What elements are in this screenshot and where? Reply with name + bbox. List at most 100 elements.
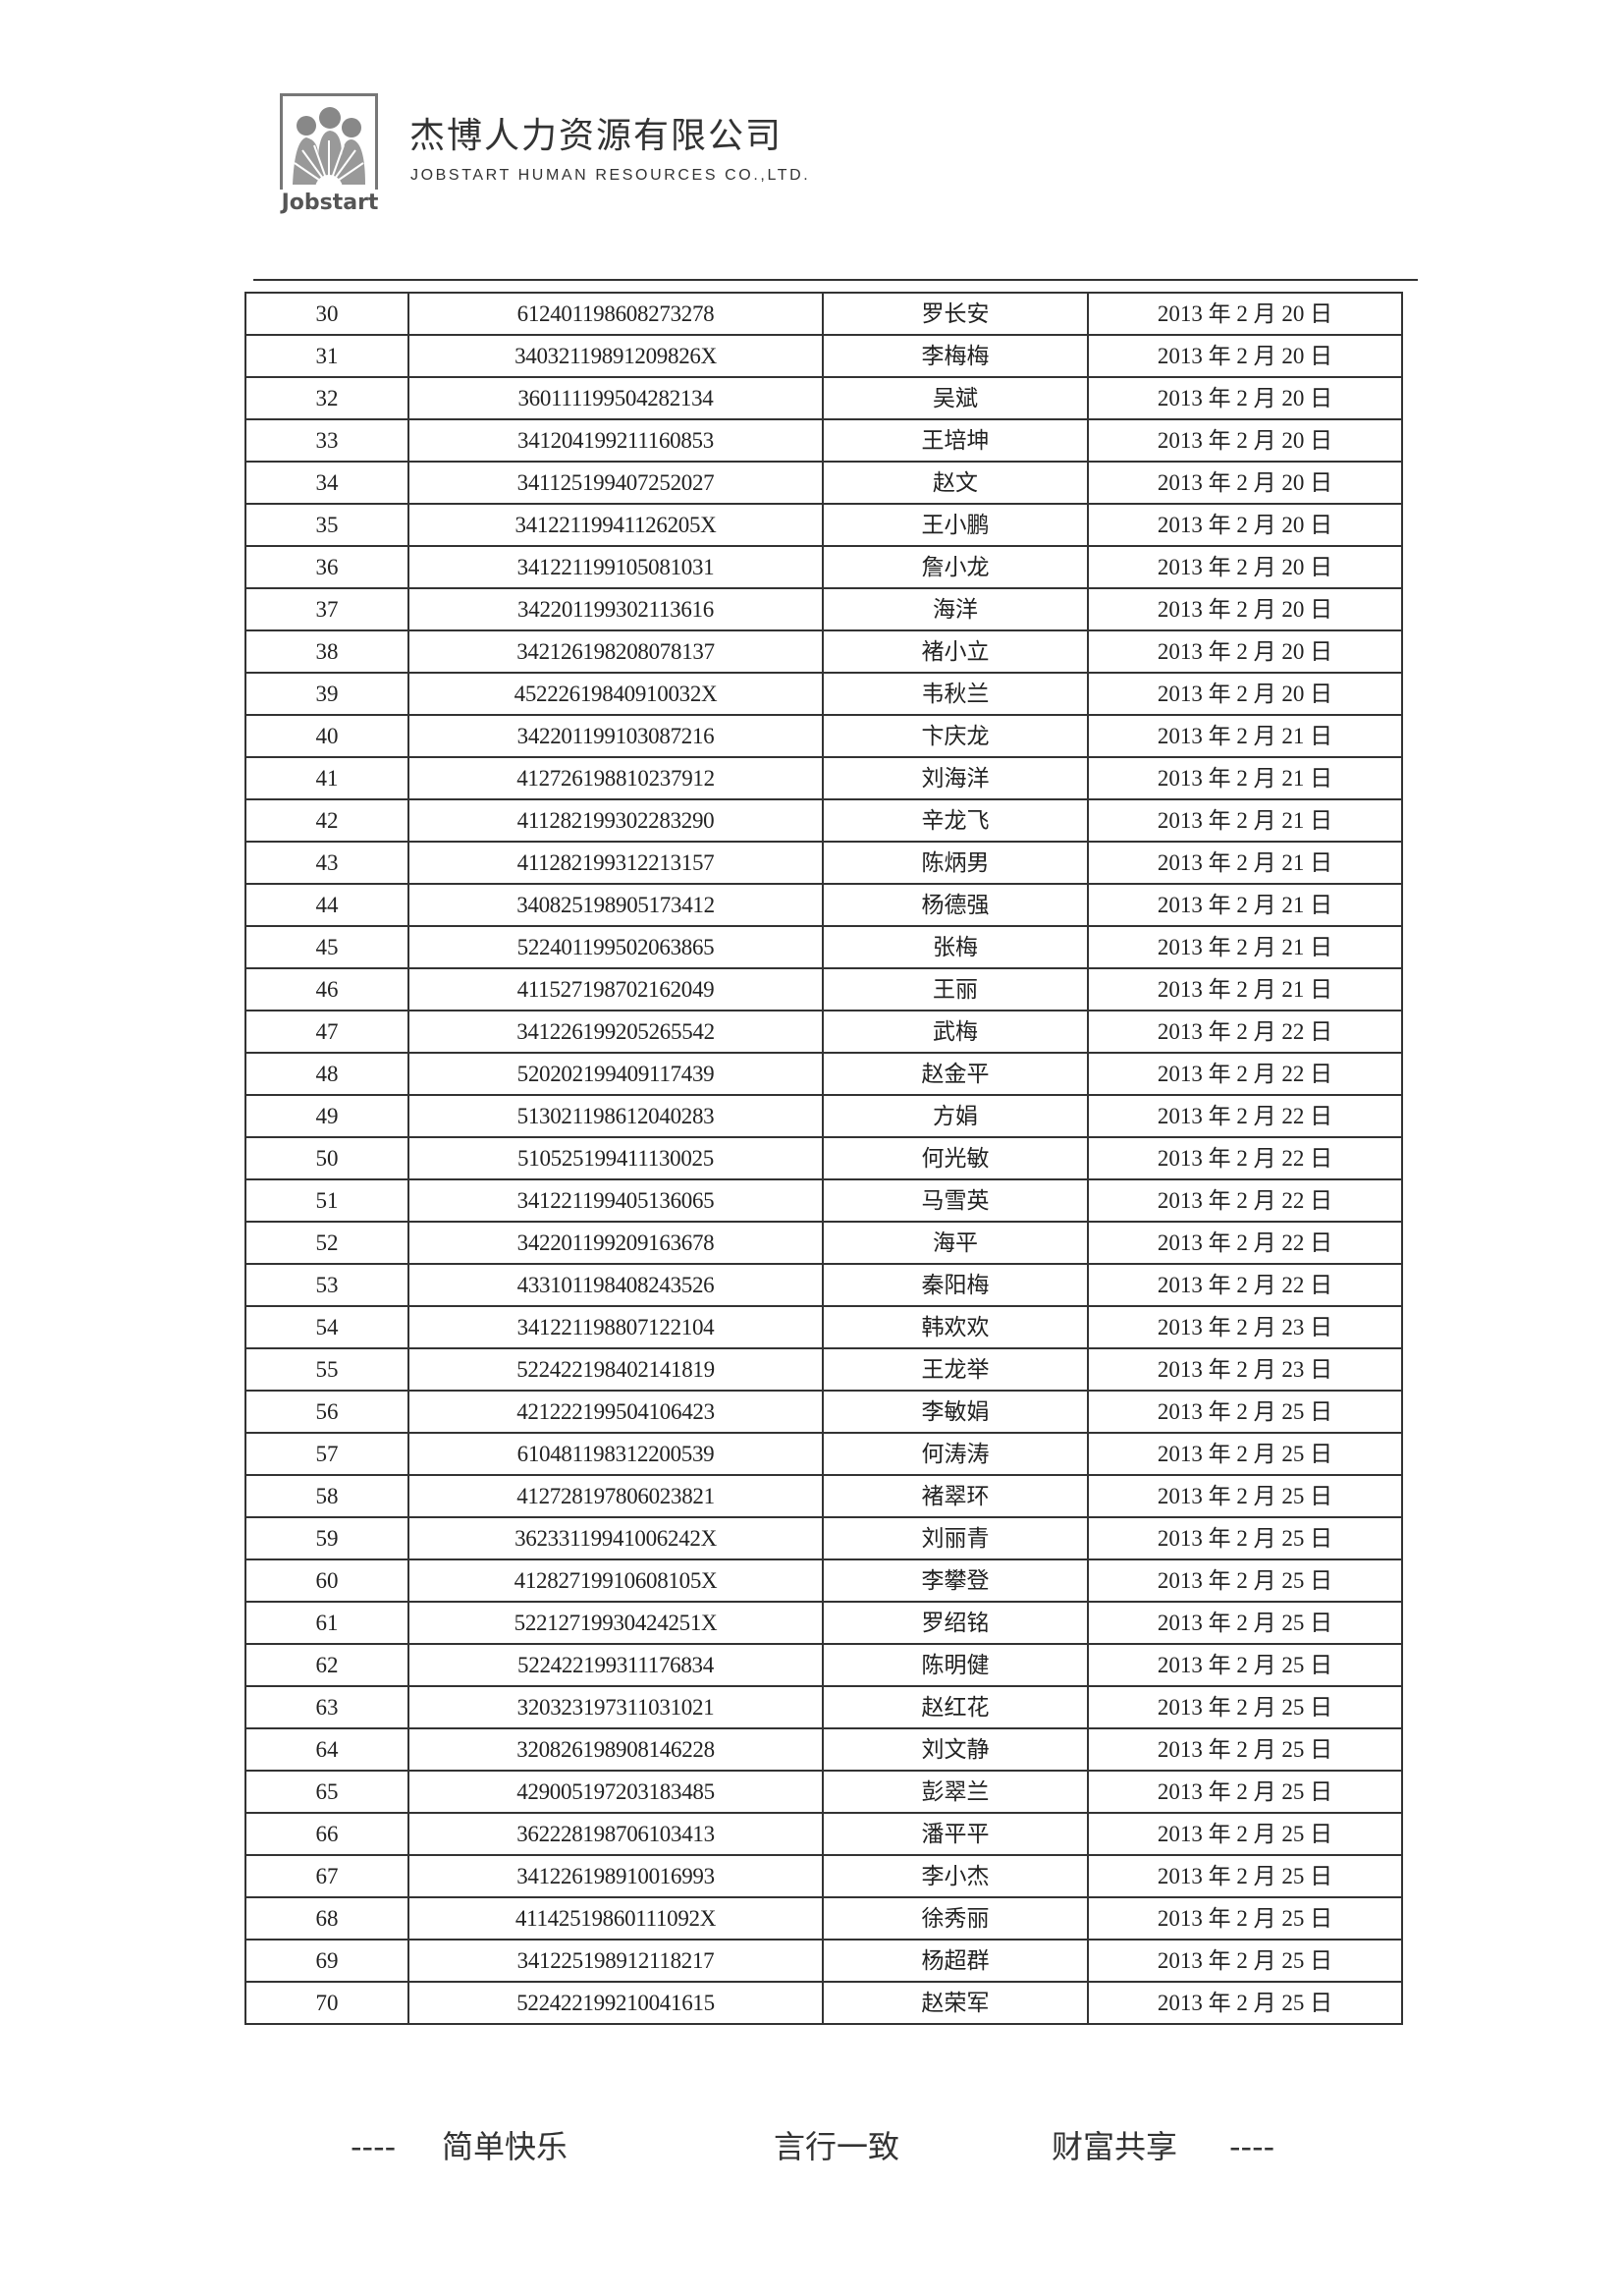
row-number-cell: 37	[244, 587, 409, 631]
id-number-cell: 34122119941126205X	[407, 503, 824, 547]
date-cell: 2013 年 2 月 25 日	[1087, 1812, 1403, 1856]
person-name-cell: 刘丽青	[822, 1516, 1089, 1560]
person-name-cell: 褚小立	[822, 629, 1089, 674]
date-cell: 2013 年 2 月 20 日	[1087, 672, 1403, 716]
person-name-cell: 陈炳男	[822, 841, 1089, 885]
person-name-cell: 辛龙飞	[822, 798, 1089, 843]
table-row: 46 411527198702162049 王丽 2013 年 2 月 21 日	[244, 967, 1403, 1011]
row-number-cell: 55	[244, 1347, 409, 1392]
date-cell: 2013 年 2 月 25 日	[1087, 1516, 1403, 1560]
person-name-cell: 韩欢欢	[822, 1305, 1089, 1349]
company-logo: Jobstart	[272, 91, 388, 219]
date-cell: 2013 年 2 月 20 日	[1087, 629, 1403, 674]
row-number-cell: 70	[244, 1981, 409, 2025]
row-number-cell: 68	[244, 1896, 409, 1941]
person-name-cell: 卞庆龙	[822, 714, 1089, 758]
date-cell: 2013 年 2 月 20 日	[1087, 376, 1403, 420]
row-number-cell: 63	[244, 1685, 409, 1729]
person-name-cell: 罗长安	[822, 292, 1089, 336]
people-sunburst-icon	[293, 107, 365, 190]
date-cell: 2013 年 2 月 21 日	[1087, 925, 1403, 969]
row-number-cell: 30	[244, 292, 409, 336]
person-name-cell: 赵金平	[822, 1052, 1089, 1096]
row-number-cell: 67	[244, 1854, 409, 1898]
row-number-cell: 66	[244, 1812, 409, 1856]
row-number-cell: 49	[244, 1094, 409, 1138]
id-number-cell: 522422198402141819	[407, 1347, 824, 1392]
row-number-cell: 42	[244, 798, 409, 843]
table-row: 57 610481198312200539 何涛涛 2013 年 2 月 25 日	[244, 1432, 1403, 1476]
person-name-cell: 徐秀丽	[822, 1896, 1089, 1941]
table-row: 58 412728197806023821 褚翠环 2013 年 2 月 25 日	[244, 1474, 1403, 1518]
logo-text: Jobstart	[281, 191, 379, 215]
id-number-cell: 341225198912118217	[407, 1939, 824, 1983]
person-name-cell: 李小杰	[822, 1854, 1089, 1898]
id-number-cell: 522422199311176834	[407, 1643, 824, 1687]
person-name-cell: 陈明健	[822, 1643, 1089, 1687]
table-row: 56 421222199504106423 李敏娟 2013 年 2 月 25 日	[244, 1390, 1403, 1434]
id-number-cell: 341226198910016993	[407, 1854, 824, 1898]
person-name-cell: 赵荣军	[822, 1981, 1089, 2025]
date-cell: 2013 年 2 月 25 日	[1087, 1939, 1403, 1983]
table-row: 64 320826198908146228 刘文静 2013 年 2 月 25 日	[244, 1727, 1403, 1772]
date-cell: 2013 年 2 月 25 日	[1087, 1896, 1403, 1941]
id-number-cell: 342126198208078137	[407, 629, 824, 674]
id-number-cell: 341226199205265542	[407, 1010, 824, 1054]
date-cell: 2013 年 2 月 25 日	[1087, 1601, 1403, 1645]
id-number-cell: 510525199411130025	[407, 1136, 824, 1180]
id-number-cell: 412728197806023821	[407, 1474, 824, 1518]
person-name-cell: 潘平平	[822, 1812, 1089, 1856]
date-cell: 2013 年 2 月 22 日	[1087, 1178, 1403, 1223]
row-number-cell: 35	[244, 503, 409, 547]
table-row: 39 45222619840910032X 韦秋兰 2013 年 2 月 20 日	[244, 672, 1403, 716]
person-name-cell: 詹小龙	[822, 545, 1089, 589]
person-name-cell: 张梅	[822, 925, 1089, 969]
table-row: 40 342201199103087216 卞庆龙 2013 年 2 月 21 日	[244, 714, 1403, 758]
id-number-cell: 362228198706103413	[407, 1812, 824, 1856]
row-number-cell: 38	[244, 629, 409, 674]
person-name-cell: 王龙举	[822, 1347, 1089, 1392]
person-name-cell: 韦秋兰	[822, 672, 1089, 716]
table-row: 65 429005197203183485 彭翠兰 2013 年 2 月 25 日	[244, 1770, 1403, 1814]
row-number-cell: 64	[244, 1727, 409, 1772]
table-row: 69 341225198912118217 杨超群 2013 年 2 月 25 日	[244, 1939, 1403, 1983]
date-cell: 2013 年 2 月 25 日	[1087, 1770, 1403, 1814]
person-name-cell: 秦阳梅	[822, 1263, 1089, 1307]
id-number-cell: 411282199312213157	[407, 841, 824, 885]
table-row: 53 433101198408243526 秦阳梅 2013 年 2 月 22 日	[244, 1263, 1403, 1307]
table-row: 43 411282199312213157 陈炳男 2013 年 2 月 21 日	[244, 841, 1403, 885]
row-number-cell: 50	[244, 1136, 409, 1180]
footer-dash-right: ----	[1229, 2128, 1275, 2165]
date-cell: 2013 年 2 月 25 日	[1087, 1432, 1403, 1476]
date-cell: 2013 年 2 月 21 日	[1087, 798, 1403, 843]
table-row: 61 52212719930424251X 罗绍铭 2013 年 2 月 25 日	[244, 1601, 1403, 1645]
person-name-cell: 马雪英	[822, 1178, 1089, 1223]
table-row: 70 522422199210041615 赵荣军 2013 年 2 月 25 日	[244, 1981, 1403, 2025]
id-number-cell: 41142519860111092X	[407, 1896, 824, 1941]
table-row: 67 341226198910016993 李小杰 2013 年 2 月 25 日	[244, 1854, 1403, 1898]
table-row: 42 411282199302283290 辛龙飞 2013 年 2 月 21 日	[244, 798, 1403, 843]
id-number-cell: 45222619840910032X	[407, 672, 824, 716]
id-number-cell: 610481198312200539	[407, 1432, 824, 1476]
person-name-cell: 王培坤	[822, 418, 1089, 463]
table-row: 30 612401198608273278 罗长安 2013 年 2 月 20 日	[244, 292, 1403, 336]
id-number-cell: 522422199210041615	[407, 1981, 824, 2025]
id-number-cell: 340825198905173412	[407, 883, 824, 927]
id-number-cell: 341221198807122104	[407, 1305, 824, 1349]
table-row: 49 513021198612040283 方娟 2013 年 2 月 22 日	[244, 1094, 1403, 1138]
date-cell: 2013 年 2 月 21 日	[1087, 967, 1403, 1011]
date-cell: 2013 年 2 月 23 日	[1087, 1305, 1403, 1349]
table-row: 62 522422199311176834 陈明健 2013 年 2 月 25 日	[244, 1643, 1403, 1687]
person-name-cell: 武梅	[822, 1010, 1089, 1054]
person-name-cell: 吴斌	[822, 376, 1089, 420]
table-row: 45 522401199502063865 张梅 2013 年 2 月 21 日	[244, 925, 1403, 969]
row-number-cell: 34	[244, 461, 409, 505]
table-row: 35 34122119941126205X 王小鹏 2013 年 2 月 20 日	[244, 503, 1403, 547]
table-row: 47 341226199205265542 武梅 2013 年 2 月 22 日	[244, 1010, 1403, 1054]
id-number-cell: 52212719930424251X	[407, 1601, 824, 1645]
row-number-cell: 47	[244, 1010, 409, 1054]
date-cell: 2013 年 2 月 21 日	[1087, 841, 1403, 885]
person-name-cell: 王小鹏	[822, 503, 1089, 547]
table-row: 55 522422198402141819 王龙举 2013 年 2 月 23 日	[244, 1347, 1403, 1392]
footer-dash-left: ----	[351, 2128, 397, 2165]
